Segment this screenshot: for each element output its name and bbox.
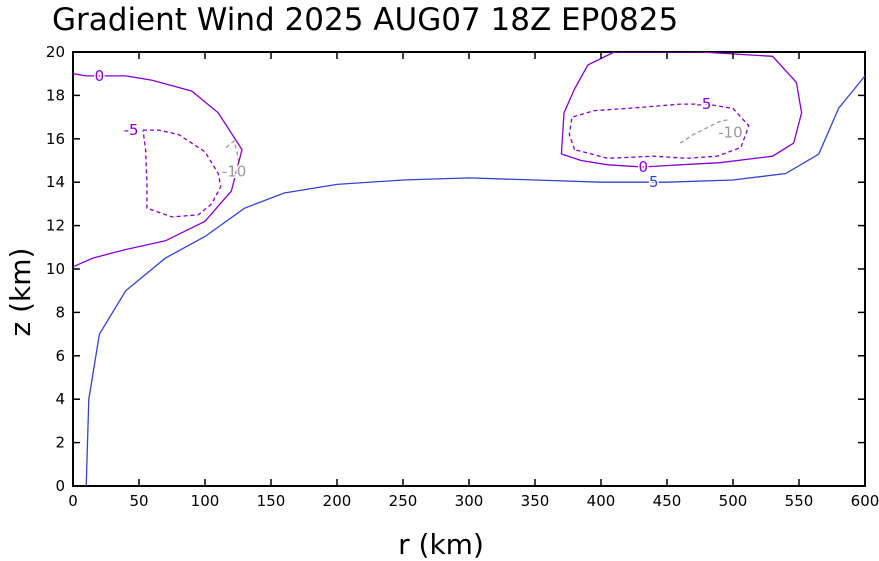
x-tick-label: 150 — [257, 492, 286, 510]
contour-lines — [73, 52, 865, 486]
x-tick-label: 250 — [389, 492, 418, 510]
contour-0 — [73, 73, 243, 268]
contour-0 — [560, 52, 803, 168]
plot-frame — [72, 51, 866, 487]
x-tick-label: 100 — [191, 492, 220, 510]
plot-area: -10-10-5-5000555 — [72, 51, 866, 487]
x-tick-label: 50 — [129, 492, 148, 510]
y-tick-label: 18 — [46, 86, 65, 104]
y-tick-label: 12 — [46, 217, 65, 235]
chart-title: Gradient Wind 2025 AUG07 18Z EP0825 — [52, 2, 678, 38]
contour-label: 0 — [638, 158, 648, 176]
x-axis-label: r (km) — [398, 528, 484, 561]
x-tick-label: 350 — [521, 492, 550, 510]
y-axis-label: z (km) — [4, 248, 37, 337]
y-tick-label: 6 — [55, 347, 65, 365]
x-tick-label: 550 — [785, 492, 814, 510]
x-tick-label: 500 — [719, 492, 748, 510]
contour-label: -5 — [696, 95, 711, 113]
y-tick-label: 20 — [46, 43, 65, 61]
contour--10 — [679, 118, 731, 144]
contour-label: -5 — [124, 121, 139, 139]
x-tick-label: 450 — [653, 492, 682, 510]
contour--5 — [568, 103, 750, 159]
y-tick-label: 0 — [55, 477, 65, 495]
y-tick-label: 2 — [55, 434, 65, 452]
y-tick-label: 14 — [46, 173, 65, 191]
contour-5 — [85, 75, 865, 486]
contour--5 — [142, 129, 222, 218]
x-tick-label: 300 — [455, 492, 484, 510]
axis-ticks: 0 50 100 150 200 250 300 350 400 450 500 550 6000246… — [46, 43, 879, 510]
contour-label: -10 — [718, 123, 743, 141]
y-tick-label: 16 — [46, 130, 65, 148]
contour-label: 5 — [649, 173, 659, 191]
contour-label: -10 — [222, 162, 247, 180]
x-tick-label: 600 — [851, 492, 879, 510]
x-tick-label: 200 — [323, 492, 352, 510]
x-tick-label: 400 — [587, 492, 616, 510]
contour-label: 0 — [95, 67, 105, 85]
y-tick-label: 10 — [46, 260, 65, 278]
x-tick-label: 0 — [68, 492, 78, 510]
y-tick-label: 4 — [55, 390, 65, 408]
y-tick-label: 8 — [55, 303, 65, 321]
